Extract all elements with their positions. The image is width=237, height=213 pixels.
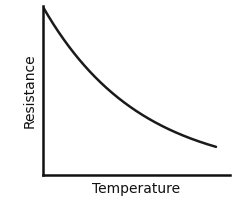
X-axis label: Temperature: Temperature	[92, 182, 180, 196]
Y-axis label: Resistance: Resistance	[23, 53, 37, 128]
